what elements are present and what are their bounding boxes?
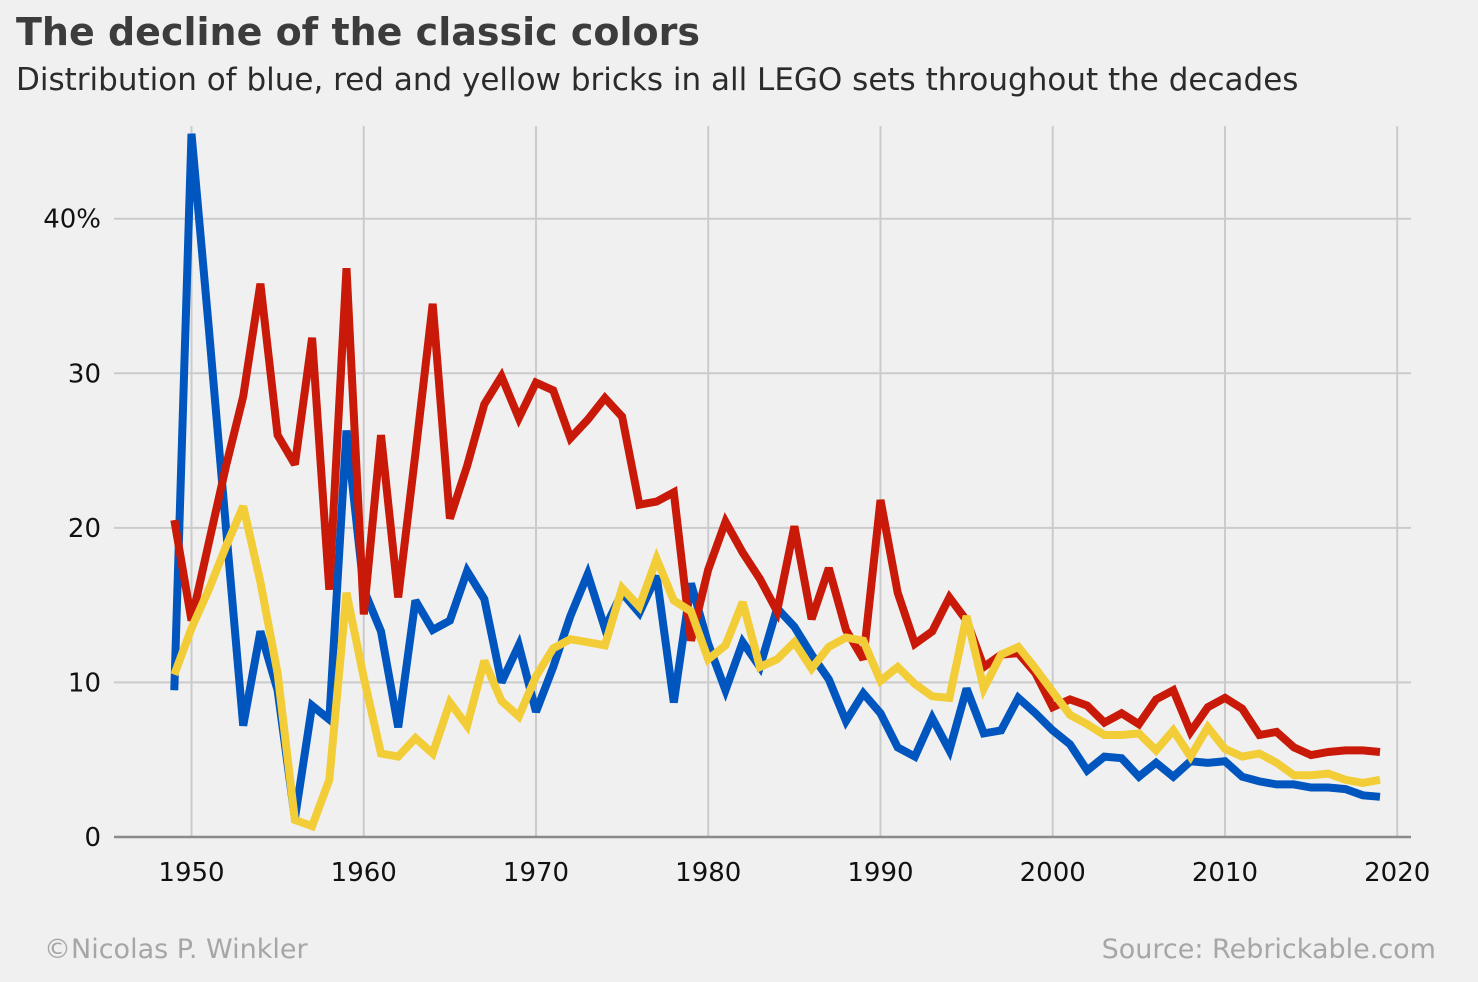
x-tick-label: 2000 [1020,858,1086,888]
source-text: Source: Rebrickable.com [1101,934,1436,965]
series-line-1 [170,267,1381,760]
credit-text: ©Nicolas P. Winkler [44,934,308,965]
chart-subtitle: Distribution of blue, red and yellow bri… [16,62,1299,98]
grid-lines [114,126,1411,837]
x-tick-label: 1950 [158,858,224,888]
series-lines [170,133,1381,832]
series-line-2 [170,504,1381,832]
y-tick-label: 40% [43,205,101,235]
axes: 1950 1960 1970 1980 1990 2000 2010 2020 0 10 20 30 4… [43,205,1430,888]
y-tick-label: 30 [68,359,101,389]
y-tick-label: 0 [84,823,101,853]
x-tick-label: 1960 [331,858,397,888]
x-tick-label: 2010 [1192,858,1258,888]
y-tick-label: 10 [68,668,101,698]
chart-title: The decline of the classic colors [16,10,700,54]
y-tick-label: 20 [68,514,101,544]
x-tick-label: 1970 [503,858,569,888]
x-tick-label: 1980 [675,858,741,888]
x-tick-label: 1990 [847,858,913,888]
x-tick-label: 2020 [1364,858,1430,888]
